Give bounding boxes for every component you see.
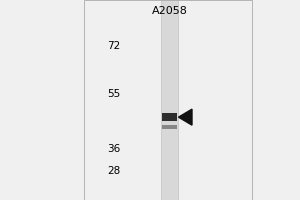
Bar [161, 0, 178, 200]
Bar [84, 0, 252, 200]
Text: 72: 72 [107, 41, 120, 51]
Text: 28: 28 [107, 166, 120, 176]
Text: 36: 36 [107, 144, 120, 154]
Text: A2058: A2058 [152, 6, 188, 16]
Polygon shape [178, 109, 192, 125]
Bar [162, 113, 177, 121]
Text: 55: 55 [107, 89, 120, 99]
Bar [162, 125, 177, 129]
